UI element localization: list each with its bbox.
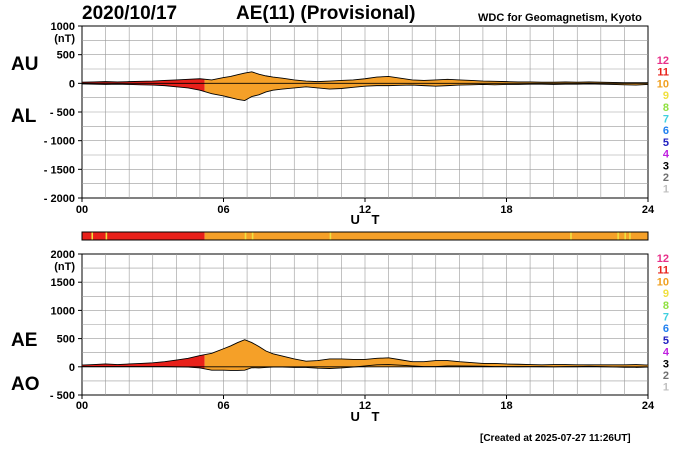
lower-panel-legend-item: 5 <box>663 335 669 347</box>
upper-panel-legend-item: 7 <box>663 114 669 126</box>
chart-title: AE(11) (Provisional) <box>236 3 416 24</box>
upper-panel-legend-item: 5 <box>663 137 669 149</box>
upper-panel-legend-item: 8 <box>663 102 669 114</box>
lower-panel-xtick-label: 18 <box>500 400 512 412</box>
upper-panel-series-name-lower: AL <box>11 106 37 127</box>
lower-panel-ytick-label: 1000 <box>51 305 75 317</box>
status-bar-mark <box>624 232 627 240</box>
upper-panel-xtick-label: 12 <box>359 204 371 216</box>
upper-panel-au-line <box>81 71 648 84</box>
lower-panel-unit-label: (nT) <box>54 261 75 273</box>
created-timestamp: [Created at 2025-07-27 11:26UT] <box>480 433 631 444</box>
upper-panel-ytick-label: - 1500 <box>44 164 75 176</box>
organization-label: WDC for Geomagnetism, Kyoto <box>478 12 642 24</box>
upper-panel-au-area-orange <box>204 71 648 84</box>
status-bar-segment <box>204 232 648 240</box>
lower-panel-ytick-label: - 500 <box>50 390 75 402</box>
upper-panel-xaxis-label: U T <box>351 212 384 227</box>
lower-panel-xaxis-label: U T <box>351 409 384 424</box>
upper-panel-legend-item: 9 <box>663 90 669 102</box>
lower-panel-xtick-label: 24 <box>642 400 655 412</box>
upper-panel-legend-item: 11 <box>657 67 669 79</box>
upper-panel-legend-item: 3 <box>663 160 669 172</box>
upper-panel-ytick-label: 1000 <box>51 21 75 33</box>
status-bar-mark <box>244 232 247 240</box>
upper-panel-series-name-upper: AU <box>11 54 38 75</box>
lower-panel-series-name-upper: AE <box>11 330 37 351</box>
lower-panel-ytick-label: 1500 <box>51 277 75 289</box>
lower-panel-ae-area-red <box>82 354 205 367</box>
lower-panel-legend-item: 4 <box>663 347 670 359</box>
lower-panel-ytick-label: 0 <box>69 362 75 374</box>
upper-panel-legend-item: 4 <box>663 149 670 161</box>
lower-panel-ae-line <box>81 339 649 366</box>
status-bar-segment <box>82 232 205 240</box>
status-bar-border <box>81 231 649 241</box>
upper-panel-xtick-label: 06 <box>217 204 229 216</box>
upper-panel-ytick-label: - 2000 <box>44 193 75 205</box>
lower-panel-legend-item: 11 <box>657 265 669 277</box>
status-bar-mark <box>105 232 108 240</box>
lower-panel-ytick-label: 2000 <box>51 249 75 261</box>
upper-panel-ytick-label: - 1000 <box>44 136 75 148</box>
upper-panel-ytick-label: 0 <box>69 78 75 90</box>
lower-panel-legend-item: 9 <box>663 288 669 300</box>
upper-panel-legend-item: 2 <box>663 172 669 184</box>
upper-panel-legend-item: 1 <box>663 184 669 196</box>
status-bar-mark <box>251 232 254 240</box>
upper-panel-xtick-label: 24 <box>642 204 655 216</box>
upper-panel-al-line <box>81 83 649 102</box>
lower-panel-ytick-label: 500 <box>57 334 75 346</box>
upper-panel-ytick-label: 500 <box>57 50 75 62</box>
status-bar-mark <box>91 232 94 240</box>
upper-panel-al-area-red <box>82 83 205 92</box>
status-bar-mark <box>617 232 619 240</box>
upper-panel-ytick-label: - 500 <box>50 107 75 119</box>
upper-panel-xtick-label: 00 <box>76 204 88 216</box>
lower-panel-legend-item: 6 <box>663 323 669 335</box>
lower-panel-legend-item: 3 <box>663 358 669 370</box>
lower-panel-xtick-label: 12 <box>359 400 371 412</box>
upper-panel-legend-item: 12 <box>657 55 669 67</box>
status-bar-mark <box>629 232 631 240</box>
lower-panel-series-name-lower: AO <box>11 374 40 395</box>
lower-panel-legend-item: 10 <box>657 276 669 288</box>
chart-date: 2020/10/17 <box>82 3 178 24</box>
lower-panel-xtick-label: 06 <box>217 400 229 412</box>
lower-panel-xtick-label: 00 <box>76 400 88 412</box>
lower-panel-ae-area-orange <box>204 339 648 367</box>
lower-panel-legend-item: 8 <box>663 300 669 312</box>
lower-panel-legend-item: 12 <box>657 253 669 265</box>
lower-panel-legend-item: 2 <box>663 370 669 382</box>
upper-panel-xtick-label: 18 <box>500 204 512 216</box>
upper-panel-unit-label: (nT) <box>54 33 75 45</box>
status-bar-mark <box>570 232 572 240</box>
lower-panel-legend-item: 1 <box>663 382 669 394</box>
status-bar-mark <box>329 232 332 240</box>
lower-panel-legend-item: 7 <box>663 312 669 324</box>
upper-panel-legend-item: 10 <box>657 78 669 90</box>
upper-panel-legend-item: 6 <box>663 125 669 137</box>
